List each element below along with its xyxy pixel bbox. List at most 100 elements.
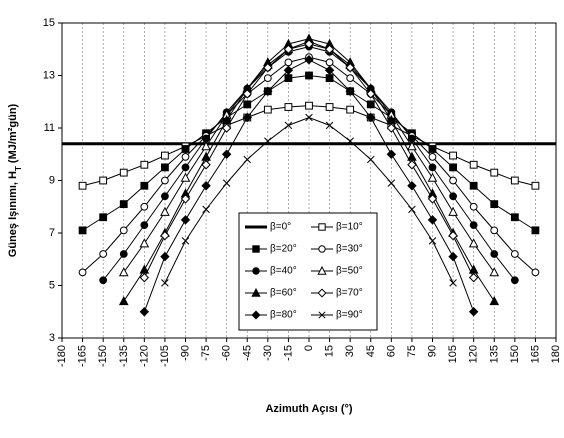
data-point (387, 179, 396, 187)
data-point (317, 288, 327, 298)
data-point (449, 176, 457, 185)
legend-label: β=0° (270, 222, 291, 233)
data-point (119, 168, 128, 177)
x-tick-label: -30 (262, 345, 274, 361)
data-point (283, 44, 294, 54)
data-point (386, 123, 397, 133)
y-tick-label: 5 (49, 280, 55, 292)
data-point (139, 238, 150, 248)
data-point (284, 103, 293, 111)
data-point (242, 89, 252, 99)
data-point (283, 65, 294, 75)
data-point (263, 105, 272, 114)
data-point (161, 279, 169, 287)
data-point (407, 181, 417, 191)
data-point (78, 226, 87, 235)
data-point (160, 230, 170, 241)
data-point (263, 62, 273, 73)
legend: β=0° β=10° β=20° β=30° β=40° β=50° β=60° β=70° β… (238, 212, 378, 331)
data-point (448, 251, 458, 262)
data-point (407, 141, 417, 151)
data-point (180, 215, 191, 225)
data-point (99, 276, 108, 285)
x-tick-label: 30 (344, 345, 356, 357)
data-point (428, 237, 437, 245)
legend-label: β=40° (270, 266, 297, 277)
x-tick-label: -45 (241, 345, 253, 361)
x-tick-label: 150 (509, 345, 521, 363)
data-point (449, 192, 457, 201)
legend-label: β=10° (336, 222, 363, 233)
data-point (490, 250, 499, 258)
data-point (366, 112, 376, 123)
data-point (119, 250, 128, 258)
data-point (428, 145, 437, 153)
data-point (304, 39, 314, 49)
data-point (78, 268, 87, 277)
data-point (161, 163, 169, 172)
x-axis-title: Azimuth Açısı (°) (265, 403, 352, 415)
data-point (317, 265, 327, 275)
data-point (180, 172, 191, 182)
data-point (407, 160, 417, 170)
data-point (490, 226, 499, 235)
data-point (448, 206, 458, 216)
data-point (318, 311, 326, 319)
data-point (263, 74, 272, 83)
x-tick-label: -120 (138, 345, 150, 367)
x-tick-label: 90 (427, 345, 439, 357)
data-point (408, 134, 416, 143)
data-point (468, 238, 479, 248)
data-point (160, 251, 170, 262)
data-point (449, 151, 457, 160)
y-axis-title-units: (MJ/m²gün) (7, 103, 19, 166)
data-point (305, 71, 313, 80)
data-point (490, 200, 499, 209)
data-point (366, 155, 375, 164)
data-point (181, 145, 190, 153)
x-tick-label: -135 (118, 345, 130, 367)
data-point (324, 44, 335, 54)
data-point (531, 226, 540, 235)
data-point (201, 141, 211, 151)
x-tick-label: -165 (77, 345, 89, 367)
x-tick-label: 165 (529, 345, 541, 363)
data-point (305, 113, 313, 122)
data-point (284, 74, 293, 83)
data-point (251, 287, 261, 297)
data-point (345, 86, 355, 96)
data-point (161, 176, 169, 185)
data-point (243, 100, 252, 109)
data-point (366, 89, 376, 99)
legend-entry: β=50° (311, 266, 363, 277)
x-tick-label: -75 (200, 345, 212, 361)
data-point (318, 245, 326, 253)
data-point (346, 105, 355, 114)
legend-label: β=60° (270, 288, 297, 299)
x-tick-label: -15 (282, 345, 294, 361)
legend-entry: β=0° (245, 222, 291, 233)
x-tick-label: 120 (468, 345, 480, 363)
data-point (531, 268, 540, 277)
legend-label: β=80° (270, 310, 297, 321)
data-point (221, 149, 232, 159)
y-tick-label: 13 (43, 70, 55, 82)
data-point (263, 86, 273, 96)
x-tick-label: 135 (488, 345, 500, 363)
data-point (346, 74, 355, 83)
legend-label: β=70° (336, 288, 363, 299)
x-tick-label: -60 (221, 345, 233, 361)
legend-entry: β=10° (311, 222, 363, 233)
data-point (160, 206, 170, 216)
data-point (118, 267, 129, 277)
data-point (345, 62, 355, 73)
data-point (324, 65, 335, 75)
y-tick-label: 11 (44, 122, 55, 134)
data-point (469, 202, 478, 211)
data-point (531, 181, 540, 190)
series-6 (118, 33, 500, 306)
x-tick-label: -180 (56, 345, 68, 367)
x-tick-label: 60 (385, 345, 397, 357)
y-tick-label: 9 (49, 175, 55, 187)
